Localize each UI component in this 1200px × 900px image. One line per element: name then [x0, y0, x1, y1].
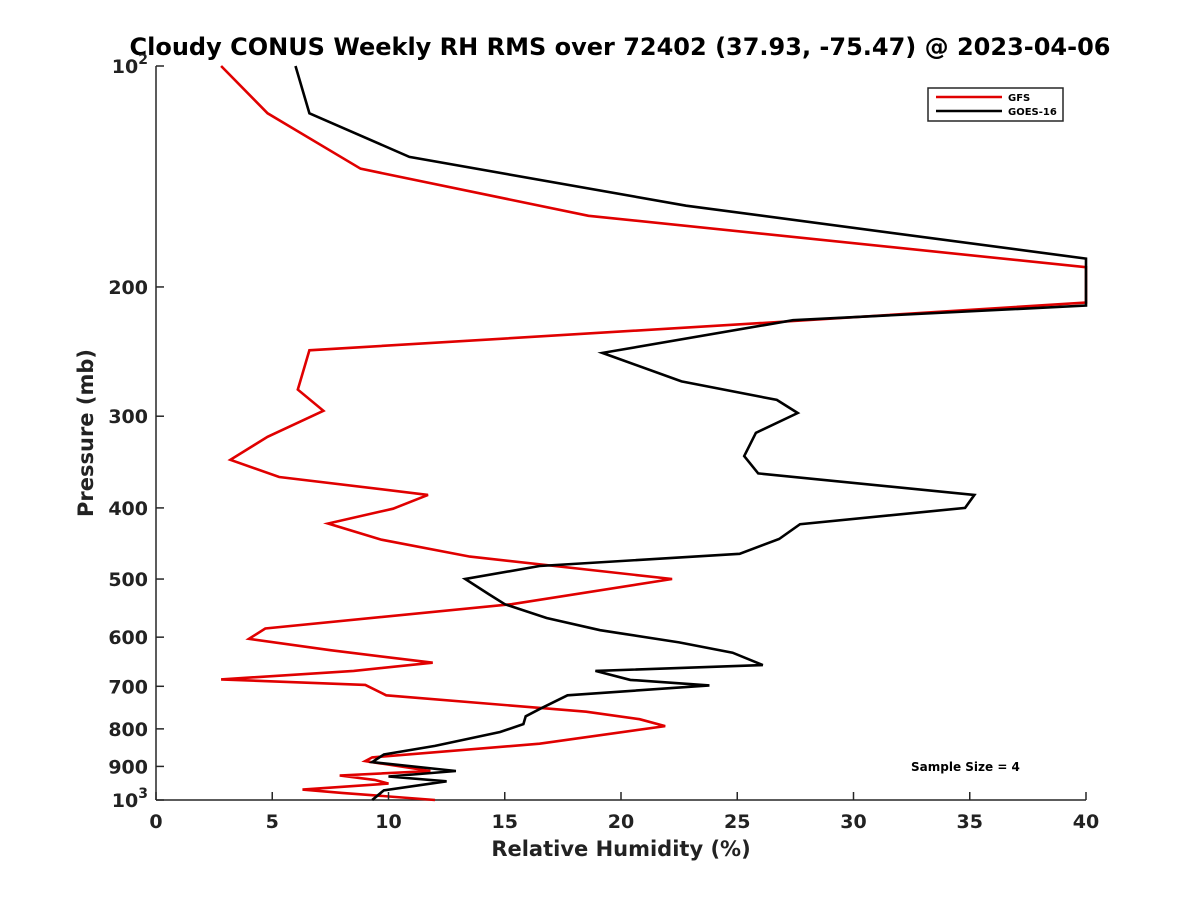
y-tick-label: 200: [108, 277, 148, 299]
x-tick-label: 30: [840, 811, 866, 833]
plot-area: 0 5 10 15 20 25 30 35 40 102 200 300 400 500 600 700 80…: [108, 52, 1099, 833]
y-tick-label: 900: [108, 756, 148, 778]
y-tick-label: 600: [108, 627, 148, 649]
series-line-goes16: [294, 65, 1088, 802]
y-axis-label: Pressure (mb): [74, 349, 98, 517]
x-axis-ticks: 0 5 10 15 20 25 30 35 40: [149, 792, 1099, 833]
legend-label-goes16: GOES-16: [1008, 107, 1057, 118]
x-axis-label: Relative Humidity (%): [491, 837, 750, 861]
x-tick-label: 0: [149, 811, 162, 833]
series-layer: [220, 65, 1088, 802]
y-tick-label: 300: [108, 406, 148, 428]
x-tick-label: 10: [375, 811, 401, 833]
y-tick-label: 400: [108, 498, 148, 520]
y-tick-label: 103: [112, 786, 148, 812]
x-tick-label: 5: [266, 811, 279, 833]
y-tick-label: 800: [108, 719, 148, 741]
x-tick-label: 35: [957, 811, 983, 833]
y-tick-label: 102: [112, 52, 148, 78]
x-tick-label: 40: [1073, 811, 1099, 833]
x-tick-label: 25: [724, 811, 750, 833]
y-tick-label: 700: [108, 676, 148, 698]
x-tick-label: 15: [492, 811, 518, 833]
y-axis-ticks: 102 200 300 400 500 600 700 800 900 103: [108, 52, 164, 812]
legend-box: [927, 87, 1064, 122]
y-tick-label: 500: [108, 569, 148, 591]
x-tick-label: 20: [608, 811, 634, 833]
legend-label-gfs: GFS: [1008, 93, 1030, 104]
chart-title: Cloudy CONUS Weekly RH RMS over 72402 (3…: [130, 33, 1111, 61]
sample-size-annotation: Sample Size = 4: [911, 760, 1020, 774]
legend: GFS GOES-16: [927, 87, 1064, 122]
